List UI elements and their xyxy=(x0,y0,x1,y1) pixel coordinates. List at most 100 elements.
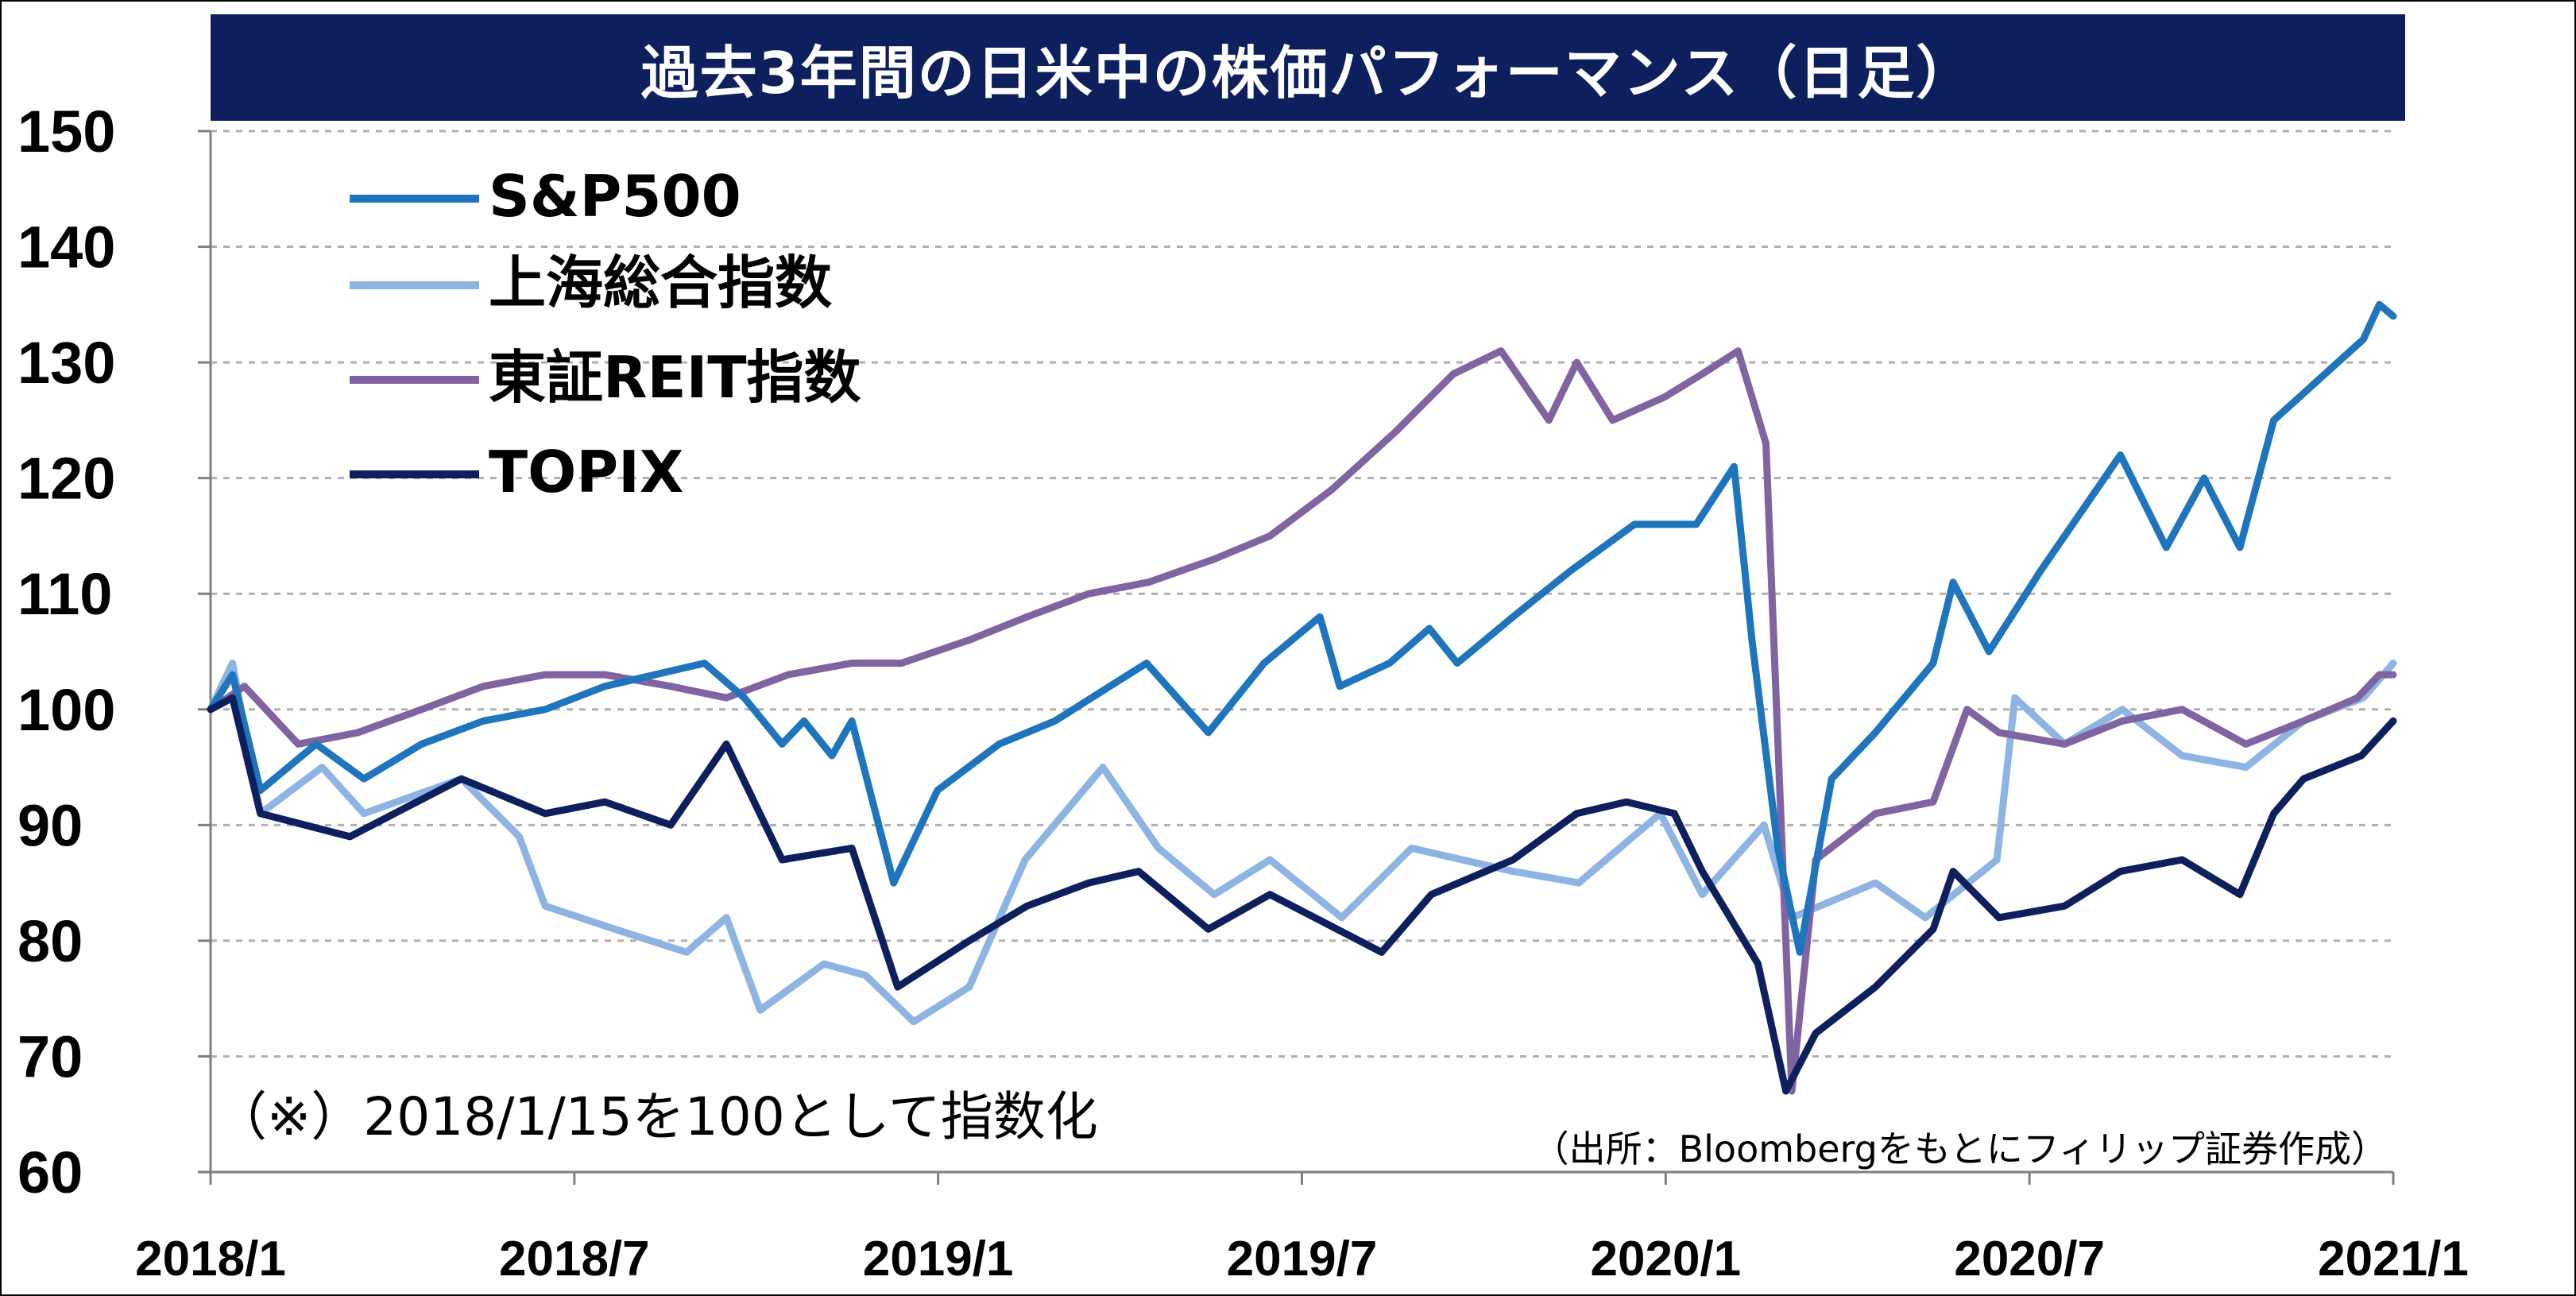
data-point-2-6 xyxy=(544,674,547,676)
x-tick-label-2020/7: 2020/7 xyxy=(1954,1232,2105,1286)
data-point-1-3 xyxy=(321,766,323,768)
y-tick-label-100: 100 xyxy=(17,677,115,743)
data-point-0-15 xyxy=(892,882,895,884)
data-point-1-8 xyxy=(613,928,616,930)
y-tick-label-80: 80 xyxy=(17,908,83,974)
x-tick-label-2019/1: 2019/1 xyxy=(863,1232,1014,1286)
data-point-1-29 xyxy=(1874,882,1877,884)
x-tick-label-2020/1: 2020/1 xyxy=(1591,1232,1742,1286)
data-point-0-20 xyxy=(1207,731,1209,733)
data-point-3-7 xyxy=(670,824,671,826)
data-point-3-16 xyxy=(1207,928,1209,930)
data-point-3-9 xyxy=(781,859,783,861)
data-point-0-8 xyxy=(604,685,606,687)
data-point-0-31 xyxy=(1733,466,1735,468)
data-point-0-17 xyxy=(998,743,1000,745)
data-point-0-24 xyxy=(1388,662,1390,664)
y-tick-label-60: 60 xyxy=(17,1139,83,1205)
data-point-1-13 xyxy=(864,974,867,977)
data-point-1-26 xyxy=(1701,893,1704,896)
data-point-0-37 xyxy=(1932,662,1934,664)
data-point-0-26 xyxy=(1456,662,1458,664)
x-tick-label-2018/7: 2018/7 xyxy=(499,1232,650,1286)
data-point-2-3 xyxy=(357,731,359,733)
data-point-1-21 xyxy=(1340,916,1343,919)
data-point-2-21 xyxy=(1452,373,1454,375)
data-point-2-20 xyxy=(1394,431,1397,433)
data-point-3-12 xyxy=(968,939,970,942)
data-point-3-13 xyxy=(1026,905,1028,907)
data-point-1-35 xyxy=(2181,755,2183,756)
data-point-3-2 xyxy=(259,812,261,814)
data-point-3-39 xyxy=(2392,720,2394,722)
data-point-2-10 xyxy=(787,674,789,676)
data-point-1-9 xyxy=(686,951,687,954)
data-point-3-19 xyxy=(1430,893,1433,896)
data-point-1-22 xyxy=(1410,847,1413,849)
data-point-1-19 xyxy=(1213,893,1216,896)
series-line-3 xyxy=(207,694,2397,1095)
data-point-1-10 xyxy=(725,916,728,919)
data-point-0-36 xyxy=(1874,731,1877,733)
data-point-0-21 xyxy=(1263,662,1265,664)
legend-label-1: 上海総合指数 xyxy=(489,250,832,316)
data-point-3-15 xyxy=(1138,870,1139,872)
source-note: （出所：Bloombergをもとにフィリップ証券作成） xyxy=(1533,1128,2388,1170)
data-point-2-8 xyxy=(670,685,671,687)
data-point-2-42 xyxy=(2378,674,2381,676)
data-point-0-14 xyxy=(851,720,853,722)
data-point-1-16 xyxy=(1024,859,1027,861)
data-point-1-27 xyxy=(1763,824,1765,826)
data-point-0-9 xyxy=(703,662,706,664)
y-axis-ticks: 60 70 80 90 100 110 120 130 140 150 xyxy=(17,99,211,1205)
data-point-0-32 xyxy=(1750,639,1753,641)
data-point-3-3 xyxy=(349,835,351,838)
data-point-0-35 xyxy=(1831,778,1833,780)
data-point-1-39 xyxy=(2392,662,2394,664)
data-point-3-37 xyxy=(2303,778,2305,780)
data-point-3-23 xyxy=(1673,812,1676,814)
data-point-2-41 xyxy=(2356,697,2358,699)
data-point-3-5 xyxy=(544,812,547,814)
data-point-3-10 xyxy=(851,847,853,849)
data-point-0-46 xyxy=(2362,339,2365,340)
data-point-0-5 xyxy=(420,743,423,745)
data-point-3-18 xyxy=(1380,951,1383,954)
series-line-1 xyxy=(207,660,2397,1026)
data-point-0-6 xyxy=(482,720,485,722)
data-point-3-6 xyxy=(604,801,606,803)
x-axis-ticks: 2018/1 2018/7 2019/1 2019/7 2020/1 2020/7 2021… xyxy=(135,1172,2469,1286)
data-point-2-25 xyxy=(1611,419,1614,421)
data-point-3-20 xyxy=(1512,859,1514,861)
data-point-3-25 xyxy=(1757,963,1759,965)
data-point-2-13 xyxy=(968,639,970,641)
data-point-1-11 xyxy=(759,1009,761,1012)
data-point-2-30 xyxy=(1791,1090,1793,1093)
data-point-2-29 xyxy=(1765,443,1767,444)
data-point-3-34 xyxy=(2181,859,2183,861)
data-point-2-27 xyxy=(1701,373,1704,375)
data-point-0-42 xyxy=(2165,547,2168,548)
data-point-0-48 xyxy=(2392,315,2394,317)
data-point-2-33 xyxy=(1932,801,1934,803)
data-point-3-8 xyxy=(725,743,728,745)
legend-label-2: 東証REIT指数 xyxy=(489,344,861,411)
data-point-2-7 xyxy=(604,674,606,676)
data-point-2-36 xyxy=(2064,743,2066,745)
data-point-0-27 xyxy=(1512,616,1514,618)
data-point-0-33 xyxy=(1777,847,1779,849)
data-point-1-15 xyxy=(968,986,970,988)
data-point-3-32 xyxy=(2064,905,2066,907)
data-point-3-28 xyxy=(1874,986,1877,988)
data-point-2-9 xyxy=(725,697,728,699)
data-point-0-23 xyxy=(1339,685,1341,687)
data-point-3-14 xyxy=(1088,882,1090,884)
index-note: （※）2018/1/15を100として指数化 xyxy=(215,1086,1098,1147)
data-point-0-47 xyxy=(2378,304,2381,306)
data-point-2-12 xyxy=(900,662,903,664)
data-point-0-1 xyxy=(231,674,234,676)
data-point-3-31 xyxy=(1998,916,2000,919)
data-point-2-34 xyxy=(1966,708,1968,710)
data-point-2-4 xyxy=(420,708,423,710)
